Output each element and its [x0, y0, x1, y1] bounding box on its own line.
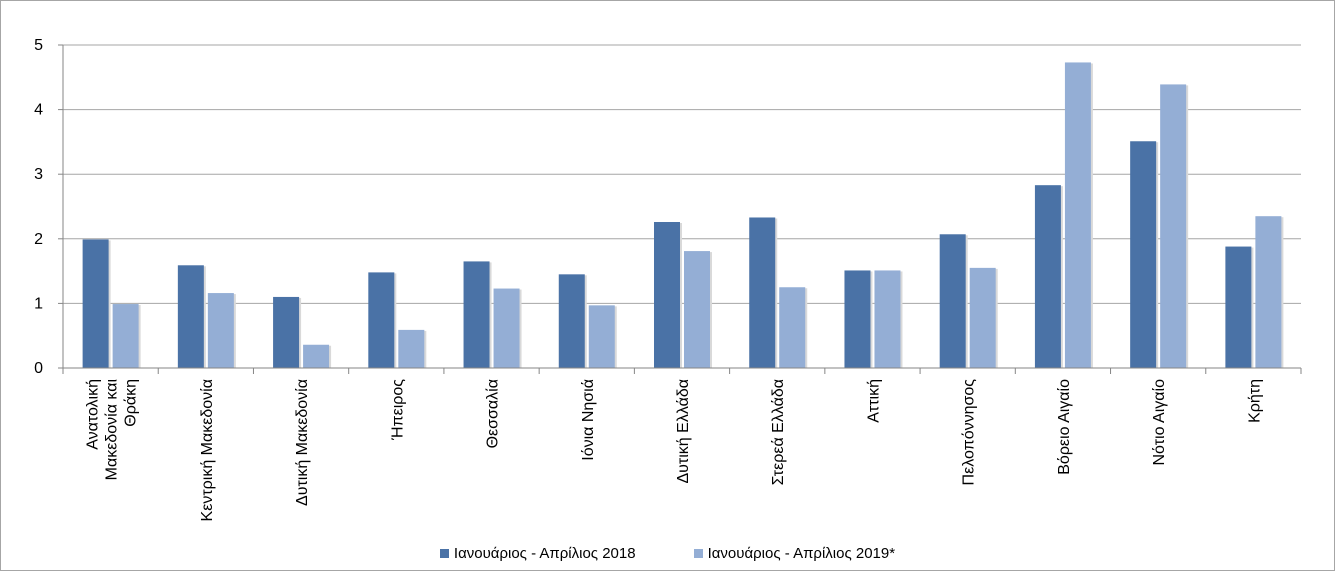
legend-label-2019: Ιανουάριος - Απρίλιος 2019*: [707, 544, 896, 562]
x-axis-category-labels: Ανατολική Μακεδονία και Θράκη Κεντρική Μακε…: [85, 379, 1264, 522]
bar-s1-c9: [969, 267, 996, 368]
x-tick-label: Αττική: [865, 379, 882, 423]
x-tick-label-text: Αττική: [865, 379, 882, 423]
x-tick-label-text: Κρήτη: [1246, 379, 1263, 423]
bar-s0-c8: [844, 270, 871, 368]
x-tick-label: Πελοπόννησος: [961, 379, 978, 486]
bar-s0-c2: [273, 296, 300, 368]
bar-s0-c9: [939, 234, 966, 368]
bar-s1-c10: [1064, 62, 1091, 368]
x-tick-label: Δυτική Μακεδονία: [294, 379, 311, 506]
x-tick-label-text: Στερεά Ελλάδα: [770, 379, 787, 485]
bar-s1-c0: [112, 304, 139, 368]
legend-label-2018: Ιανουάριος - Απρίλιος 2018: [453, 544, 636, 562]
bar-s1-c8: [874, 270, 901, 368]
y-tick-label: 2: [34, 231, 43, 248]
legend-swatch-2018: [439, 548, 449, 558]
x-tick-label: Βόρειο Αιγαίο: [1056, 379, 1073, 475]
x-tick-label-text: Θεσσαλία: [485, 379, 502, 448]
bar-s0-c5: [558, 274, 585, 368]
x-tick-label-text: Ήπειρος: [389, 379, 406, 441]
x-tick-label-text: Βόρειο Αιγαίο: [1056, 379, 1073, 475]
x-tick-label: Ήπειρος: [389, 379, 406, 441]
bar-s0-c1: [177, 265, 204, 368]
x-tick-label: Νότιο Αιγαίο: [1151, 379, 1168, 466]
x-tick-label: Κεντρική Μακεδονία: [199, 379, 216, 521]
y-tick-label: 5: [34, 37, 43, 54]
y-tick-label: 3: [34, 166, 43, 183]
x-tick-label: Θεσσαλία: [485, 379, 502, 448]
x-tick-label-text: Νότιο Αιγαίο: [1151, 379, 1168, 466]
bar-s0-c0: [82, 239, 109, 368]
y-axis-ticks: 0 1 2 3 4 5: [34, 37, 63, 377]
bar-s0-c11: [1130, 141, 1157, 368]
x-tick-label-text: Κεντρική Μακεδονία: [199, 379, 216, 521]
bar-s1-c1: [207, 293, 234, 368]
bar-s0-c6: [654, 222, 680, 368]
bar-s0-c10: [1034, 185, 1061, 368]
bar-s0-c4: [463, 261, 490, 368]
bar-s1-c5: [588, 305, 615, 368]
x-tick-label: Δυτική Ελλάδα: [675, 379, 692, 484]
x-tick-label: Στερεά Ελλάδα: [770, 379, 787, 485]
bar-s1-c7: [779, 287, 806, 368]
bar-s1-c4: [493, 288, 520, 368]
bar-s1-c11: [1160, 84, 1187, 368]
x-tick-label-text: Δυτική Ελλάδα: [675, 379, 692, 484]
bar-s1-c12: [1255, 216, 1282, 368]
gridlines: [63, 44, 1301, 304]
legend-swatch-2019: [693, 548, 703, 558]
x-tick-label: Κρήτη: [1246, 379, 1263, 423]
bars: [82, 62, 1284, 368]
bar-s1-c2: [303, 344, 330, 368]
x-tick-label: Ανατολική Μακεδονία και Θράκη: [85, 379, 140, 481]
bar-s1-c3: [398, 329, 425, 368]
x-tick-label: Ιόνια Νησιά: [580, 379, 597, 461]
y-tick-label: 4: [34, 102, 43, 119]
bar-s0-c3: [368, 272, 395, 368]
bar-s0-c12: [1225, 246, 1252, 368]
legend-item-2019: Ιανουάριος - Απρίλιος 2019*: [693, 544, 896, 562]
x-tick-label-text: Ιόνια Νησιά: [580, 379, 597, 461]
legend: Ιανουάριος - Απρίλιος 2018 Ιανουάριος - …: [0, 541, 1335, 565]
y-tick-label: 1: [34, 295, 43, 312]
x-tick-label-text: Πελοπόννησος: [961, 379, 978, 486]
axes: [62, 45, 1302, 374]
y-tick-label: 0: [34, 360, 43, 377]
bar-s1-c6: [684, 251, 710, 368]
bar-s0-c7: [749, 217, 776, 368]
x-tick-label-text: Ανατολική Μακεδονία και Θράκη: [85, 379, 140, 481]
x-tick-label-text: Δυτική Μακεδονία: [294, 379, 311, 506]
legend-item-2018: Ιανουάριος - Απρίλιος 2018: [439, 544, 636, 562]
